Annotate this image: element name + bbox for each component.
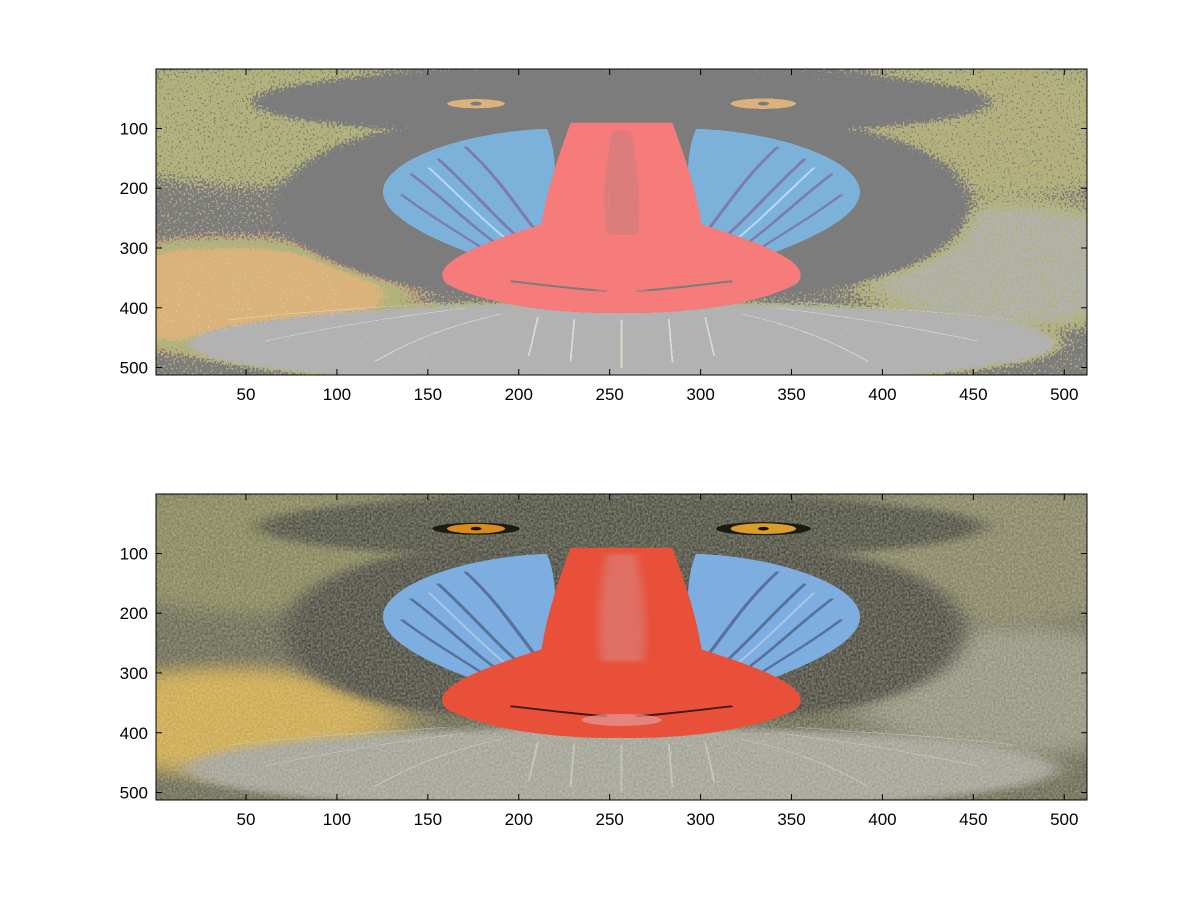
bottom-axes-frame (155, 493, 1088, 801)
bottom-axis-ticks: 50 100 150 200 250 300 350 400 450 500 100 200 300 40… (120, 494, 1087, 829)
bottom-x-tick-label: 250 (595, 810, 623, 829)
bottom-y-tick-label: 300 (120, 664, 148, 683)
bottom-y-tick-label: 200 (120, 604, 148, 623)
bottom-x-tick-label: 200 (505, 810, 533, 829)
top-mandrill-image (56, 57, 1193, 386)
bottom-x-tick-label: 400 (868, 810, 896, 829)
top-axis-ticks: 50 100 150 200 250 300 350 400 450 500 100 200 300 40… (120, 69, 1087, 404)
top-y-tick-label: 400 (120, 299, 148, 318)
top-y-tick-label: 500 (120, 359, 148, 378)
top-y-tick-label: 300 (120, 239, 148, 258)
bottom-x-tick-label: 100 (323, 810, 351, 829)
bottom-y-tick-label: 500 (120, 784, 148, 803)
bottom-mandrill-image (56, 482, 1193, 811)
bottom-x-tick-label: 150 (414, 810, 442, 829)
bottom-y-tick-label: 400 (120, 724, 148, 743)
bottom-x-tick-label: 500 (1050, 810, 1078, 829)
top-y-tick-label: 200 (120, 179, 148, 198)
bottom-x-tick-label: 50 (237, 810, 256, 829)
top-x-tick-label: 100 (323, 385, 351, 404)
bottom-image-panel: 50 100 150 200 250 300 350 400 450 500 100 200 300 40… (56, 482, 1193, 829)
top-axes-frame (155, 68, 1088, 376)
top-x-tick-label: 400 (868, 385, 896, 404)
top-image-panel: 50 100 150 200 250 300 350 400 450 500 100 200 300 40… (56, 57, 1193, 404)
top-x-tick-label: 500 (1050, 385, 1078, 404)
top-x-tick-label: 50 (237, 385, 256, 404)
bottom-x-tick-label: 450 (959, 810, 987, 829)
top-x-tick-label: 250 (595, 385, 623, 404)
top-x-tick-label: 200 (505, 385, 533, 404)
top-y-tick-label: 100 (120, 119, 148, 138)
bottom-x-tick-label: 300 (686, 810, 714, 829)
top-x-tick-label: 150 (414, 385, 442, 404)
top-x-tick-label: 350 (777, 385, 805, 404)
bottom-x-tick-label: 350 (777, 810, 805, 829)
bottom-y-tick-label: 100 (120, 544, 148, 563)
top-x-tick-label: 450 (959, 385, 987, 404)
top-x-tick-label: 300 (686, 385, 714, 404)
